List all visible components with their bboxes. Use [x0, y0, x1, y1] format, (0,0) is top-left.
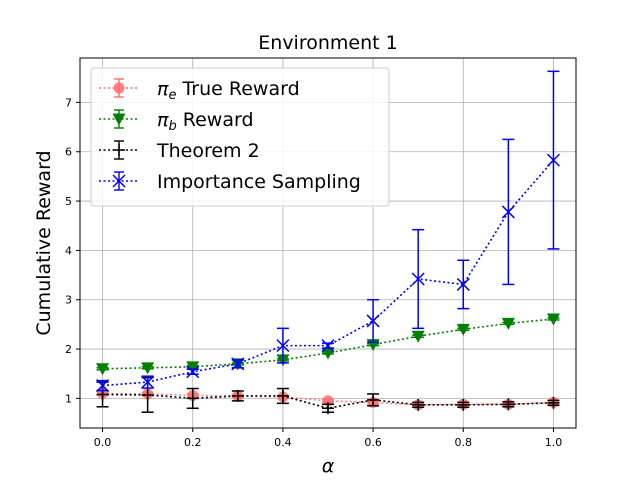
data-point [186, 365, 200, 379]
series-2 [96, 376, 560, 415]
x-tick-label: 0.4 [274, 436, 292, 449]
data-point [141, 362, 155, 375]
y-tick-label: 2 [65, 343, 72, 356]
plot-series [96, 70, 560, 415]
data-point [321, 347, 335, 360]
data-point [367, 393, 380, 406]
data-point [321, 339, 335, 353]
legend-marker [113, 82, 125, 94]
data-point [366, 314, 380, 328]
data-point [456, 323, 470, 336]
plot-frame [79, 57, 577, 429]
data-point [276, 339, 290, 353]
x-axis-label: α [322, 455, 335, 477]
data-point [547, 396, 560, 409]
legend-item-3: Importance Sampling [99, 171, 361, 193]
y-tick-label: 4 [65, 244, 72, 257]
data-point [231, 357, 245, 371]
y-tick-label: 6 [65, 146, 72, 159]
data-point [501, 317, 515, 330]
data-point [546, 153, 560, 167]
legend-marker [112, 113, 126, 126]
data-point [412, 398, 425, 411]
data-point [186, 392, 199, 405]
y-tick-label: 3 [65, 294, 72, 307]
data-point [457, 398, 470, 411]
chart-title: Environment 1 [258, 32, 397, 54]
x-tick-label: 1.0 [545, 436, 563, 449]
data-point [96, 379, 110, 393]
legend-item-0: πe True Reward [99, 78, 300, 103]
data-point [322, 402, 334, 415]
x-tick-label: 0.0 [94, 436, 112, 449]
data-point [96, 363, 110, 376]
y-axis-label: Cumulative Reward [33, 150, 55, 335]
data-point [502, 398, 515, 411]
legend-label: πb Reward [157, 109, 254, 134]
series-3 [96, 70, 560, 393]
data-point [546, 313, 560, 326]
data-point [231, 389, 244, 402]
y-tick-label: 1 [65, 392, 72, 405]
data-point [276, 389, 289, 402]
data-point [186, 361, 200, 374]
x-tick-label: 0.8 [455, 436, 473, 449]
legend-box [90, 67, 390, 207]
data-point [411, 330, 425, 343]
axis-ticks: 0.0 0.2 0.4 0.6 0.8 1.0 1 2 3 4 5 6 7 [65, 96, 562, 449]
legend-item-1: πb Reward [99, 109, 254, 134]
x-tick-label: 0.2 [184, 436, 202, 449]
legend-label: Theorem 2 [156, 140, 260, 162]
legend-item-2: Theorem 2 [99, 140, 260, 162]
data-point [456, 277, 470, 291]
y-tick-label: 5 [65, 195, 72, 208]
legend-label: πe True Reward [157, 78, 300, 103]
series-line [102, 393, 554, 410]
legend-marker [113, 144, 125, 156]
legend-label: Importance Sampling [157, 171, 361, 193]
legend-marker [112, 174, 126, 188]
data-point [501, 205, 515, 219]
data-point [411, 272, 425, 286]
data-point [141, 375, 155, 389]
y-tick-label: 7 [65, 96, 72, 109]
data-point [141, 388, 154, 401]
legend: πe True Reward πb Reward Theorem 2 Importan… [90, 67, 390, 207]
x-tick-label: 0.6 [364, 436, 382, 449]
